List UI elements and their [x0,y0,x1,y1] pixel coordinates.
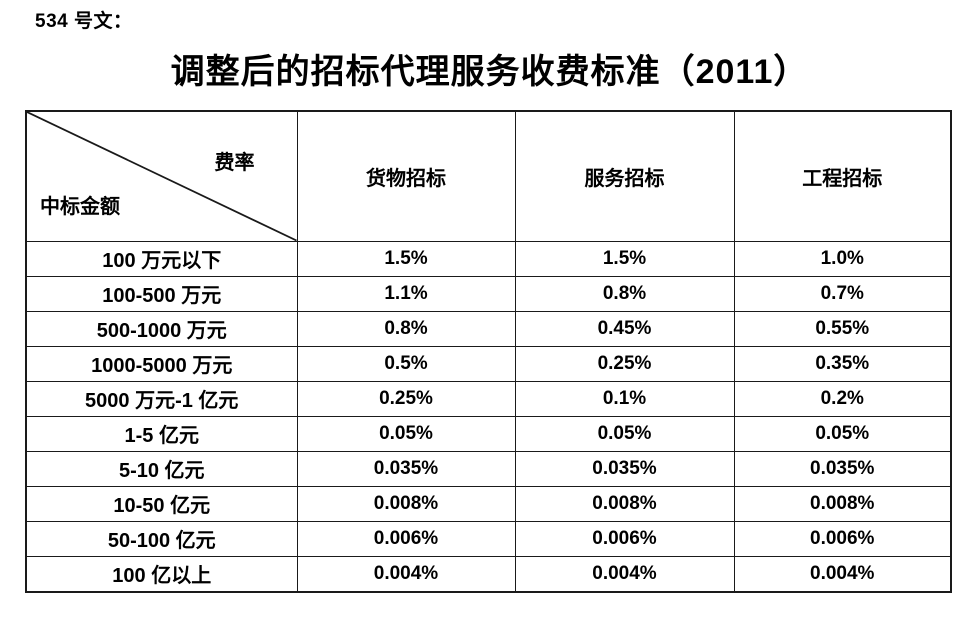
rate-cell: 0.006% [514,520,735,557]
rate-cell: 1.5% [514,240,735,277]
rate-cell: 0.35% [733,345,952,382]
corner-cell: 费率 中标金额 [25,110,298,242]
rate-cell: 0.05% [296,415,516,452]
rate-cell: 0.5% [296,345,516,382]
rate-cell: 0.2% [733,380,952,417]
row-label: 50-100 亿元 [25,520,298,557]
rate-cell: 0.008% [514,485,735,522]
header-row: 费率 中标金额 货物招标 服务招标 工程招标 [25,110,952,242]
rate-cell: 0.45% [514,310,735,347]
table-row: 5-10 亿元 0.035% 0.035% 0.035% [25,450,952,487]
rate-cell: 0.1% [514,380,735,417]
rate-cell: 0.55% [733,310,952,347]
table-row: 10-50 亿元 0.008% 0.008% 0.008% [25,485,952,522]
column-header-engineering: 工程招标 [733,110,952,242]
table-row: 5000 万元-1 亿元 0.25% 0.1% 0.2% [25,380,952,417]
row-label: 100 万元以下 [25,240,298,277]
row-label: 5-10 亿元 [25,450,298,487]
rate-cell: 0.8% [514,275,735,312]
row-label: 100 亿以上 [25,555,298,593]
corner-label-amount: 中标金额 [40,195,120,218]
rate-cell: 0.035% [514,450,735,487]
rate-cell: 0.006% [296,520,516,557]
table-row: 1000-5000 万元 0.5% 0.25% 0.35% [25,345,952,382]
row-label: 100-500 万元 [25,275,298,312]
row-label: 5000 万元-1 亿元 [25,380,298,417]
rate-cell: 1.5% [296,240,516,277]
table-row: 50-100 亿元 0.006% 0.006% 0.006% [25,520,952,557]
rate-cell: 0.05% [733,415,952,452]
rate-cell: 0.035% [733,450,952,487]
column-header-goods: 货物招标 [296,110,516,242]
rate-cell: 1.1% [296,275,516,312]
rate-cell: 0.8% [296,310,516,347]
column-header-services: 服务招标 [514,110,735,242]
rate-cell: 0.25% [514,345,735,382]
row-label: 1000-5000 万元 [25,345,298,382]
diagonal-line-icon [27,112,297,241]
page-title: 调整后的招标代理服务收费标准（2011） [170,53,809,91]
table-row: 1-5 亿元 0.05% 0.05% 0.05% [25,415,952,452]
rate-cell: 0.006% [733,520,952,557]
corner-label-rate: 费率 [214,152,255,174]
rate-cell: 0.004% [733,555,952,593]
rate-cell: 0.7% [733,275,952,312]
rate-cell: 0.008% [733,485,952,522]
rate-cell: 0.035% [296,450,516,487]
fee-table: 费率 中标金额 货物招标 服务招标 工程招标 100 万元以下 1.5% 1.5… [25,110,952,593]
doc-number: 534 号文： [35,11,133,32]
row-label: 1-5 亿元 [25,415,298,452]
rate-cell: 1.0% [733,240,952,277]
row-label: 10-50 亿元 [25,485,298,522]
rate-cell: 0.008% [296,485,516,522]
rate-cell: 0.004% [296,555,516,593]
rate-cell: 0.05% [514,415,735,452]
table-row: 100 万元以下 1.5% 1.5% 1.0% [25,240,952,277]
rate-cell: 0.004% [514,555,735,593]
row-label: 500-1000 万元 [25,310,298,347]
rate-cell: 0.25% [296,380,516,417]
table-row: 100-500 万元 1.1% 0.8% 0.7% [25,275,952,312]
table-row: 500-1000 万元 0.8% 0.45% 0.55% [25,310,952,347]
table-row: 100 亿以上 0.004% 0.004% 0.004% [25,555,952,593]
